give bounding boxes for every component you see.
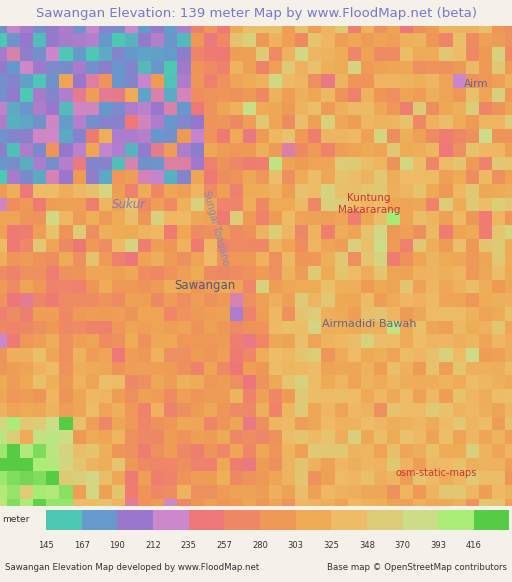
Bar bbox=[224, 510, 260, 530]
Bar bbox=[153, 510, 188, 530]
Text: 348: 348 bbox=[359, 541, 375, 549]
Text: Sawangan Elevation Map developed by www.FloodMap.net: Sawangan Elevation Map developed by www.… bbox=[5, 563, 260, 572]
Bar bbox=[82, 510, 117, 530]
Text: Airm: Airm bbox=[464, 79, 489, 89]
Text: meter: meter bbox=[3, 516, 30, 524]
Text: Airmadidi Bawah: Airmadidi Bawah bbox=[322, 319, 416, 329]
Text: 303: 303 bbox=[288, 541, 304, 549]
Text: 416: 416 bbox=[466, 541, 482, 549]
Text: Sukur: Sukur bbox=[112, 198, 145, 211]
Text: 280: 280 bbox=[252, 541, 268, 549]
Text: Sungai Tondano: Sungai Tondano bbox=[201, 190, 230, 267]
Bar bbox=[188, 510, 224, 530]
Text: Sawangan: Sawangan bbox=[175, 279, 236, 292]
Bar bbox=[474, 510, 509, 530]
Text: 212: 212 bbox=[145, 541, 161, 549]
Bar bbox=[295, 510, 331, 530]
Bar bbox=[46, 510, 82, 530]
Text: 235: 235 bbox=[181, 541, 197, 549]
Bar bbox=[260, 510, 295, 530]
Text: Base map © OpenStreetMap contributors: Base map © OpenStreetMap contributors bbox=[327, 563, 507, 572]
Bar bbox=[117, 510, 153, 530]
Bar bbox=[438, 510, 474, 530]
Text: osm-static-maps: osm-static-maps bbox=[395, 468, 476, 478]
Bar bbox=[402, 510, 438, 530]
Text: 167: 167 bbox=[74, 541, 90, 549]
Text: 370: 370 bbox=[395, 541, 411, 549]
Text: 145: 145 bbox=[38, 541, 54, 549]
Text: Kuntung
Makararang: Kuntung Makararang bbox=[338, 193, 400, 215]
Bar bbox=[331, 510, 367, 530]
Bar bbox=[367, 510, 402, 530]
Text: Sawangan Elevation: 139 meter Map by www.FloodMap.net (beta): Sawangan Elevation: 139 meter Map by www… bbox=[35, 6, 477, 20]
Text: 257: 257 bbox=[217, 541, 232, 549]
Text: 393: 393 bbox=[430, 541, 446, 549]
Text: 325: 325 bbox=[323, 541, 339, 549]
Text: 190: 190 bbox=[110, 541, 125, 549]
